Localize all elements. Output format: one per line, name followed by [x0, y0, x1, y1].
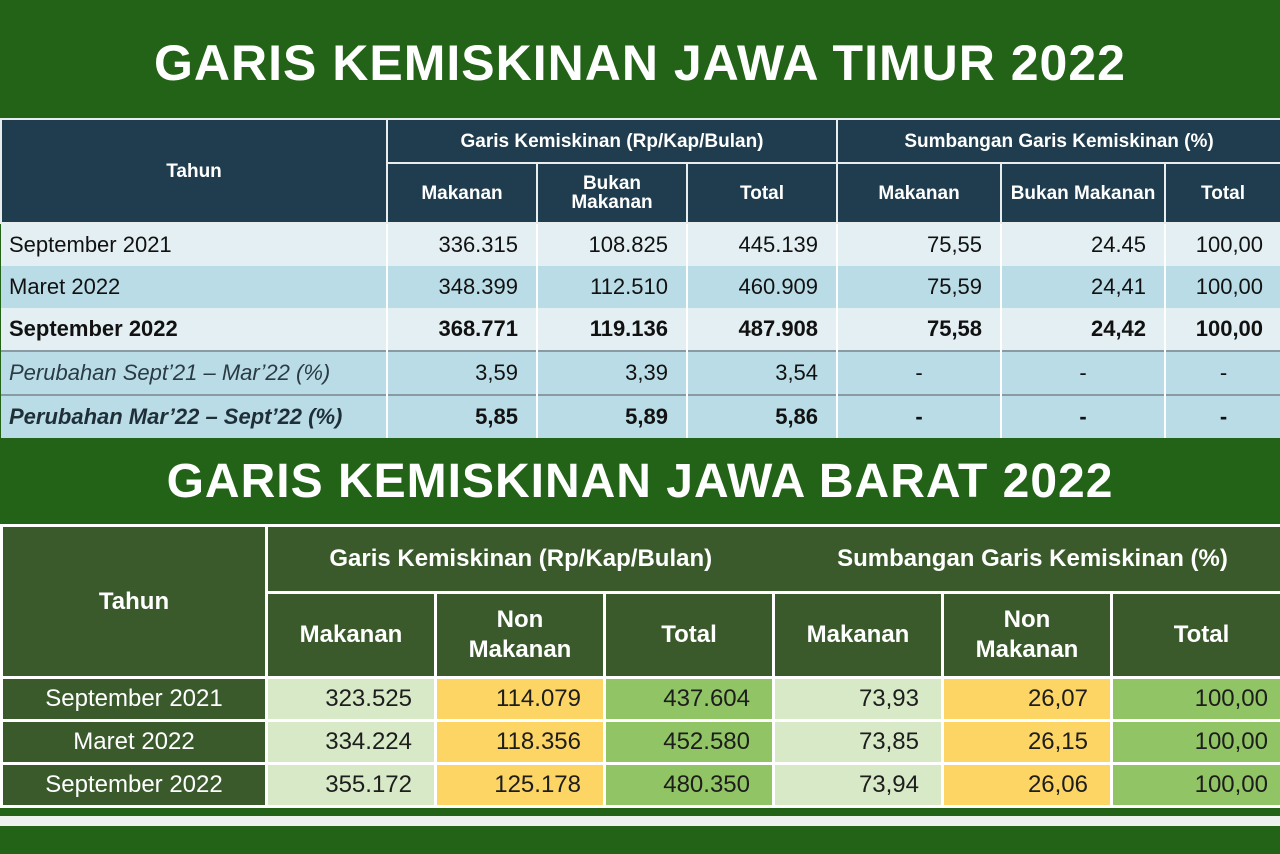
cell: 480.350 — [603, 762, 775, 808]
header-makanan: Makanan — [265, 591, 437, 679]
header-sumbangan-garis-kemiskinan: Sumbangan Garis Kemiskinan (%) — [773, 524, 1280, 594]
row-label: September 2021 — [1, 223, 387, 266]
header-non-makanan: Non Makanan — [434, 591, 606, 679]
title-jawa-timur: GARIS KEMISKINAN JAWA TIMUR 2022 — [154, 35, 1126, 91]
table-row: September 2022 368.771 119.136 487.908 7… — [1, 308, 1280, 351]
header-non-makanan-line2: Makanan — [468, 636, 572, 663]
header-row: Tahun Garis Kemiskinan (Rp/Kap/Bulan) Su… — [0, 118, 1280, 224]
header-row: Tahun Garis Kemiskinan (Rp/Kap/Bulan) Su… — [0, 524, 1280, 679]
header-makanan: Makanan — [386, 162, 538, 224]
header-makanan-pct: Makanan — [772, 591, 944, 679]
table-row: Perubahan Mar’22 – Sept’22 (%) 5,85 5,89… — [1, 394, 1280, 438]
subheader-row: Makanan Non Makanan Total Makanan Non Maka… — [2, 591, 1280, 679]
header-garis-kemiskinan: Garis Kemiskinan (Rp/Kap/Bulan) — [385, 118, 839, 164]
row-label: Perubahan Sept’21 – Mar’22 (%) — [1, 350, 387, 395]
table-jawa-barat: Tahun Garis Kemiskinan (Rp/Kap/Bulan) Su… — [0, 524, 1280, 808]
cell: - — [1164, 350, 1280, 395]
cell: 348.399 — [386, 266, 537, 308]
cell: 125.178 — [434, 762, 606, 808]
row-label: Maret 2022 — [0, 719, 268, 765]
cell: 5,89 — [536, 394, 687, 438]
header-non-makanan-pct-line1: Non — [1003, 606, 1051, 633]
table-row: September 2021 323.525 114.079 437.604 7… — [0, 676, 1280, 722]
table-jawa-timur: Tahun Garis Kemiskinan (Rp/Kap/Bulan) Su… — [0, 118, 1280, 438]
cell: 5,86 — [685, 394, 838, 438]
cell: - — [1000, 350, 1166, 395]
cell: 75,58 — [836, 308, 1002, 351]
header-tahun: Tahun — [0, 524, 268, 679]
subheader-row: Makanan Bukan Makanan Total Makanan Bukan… — [1, 162, 1280, 224]
title-jawa-barat: GARIS KEMISKINAN JAWA BARAT 2022 — [166, 455, 1114, 508]
footer-divider — [0, 816, 1280, 826]
cell: 73,85 — [772, 719, 944, 765]
table-row: Perubahan Sept’21 – Mar’22 (%) 3,59 3,39… — [1, 350, 1280, 395]
cell: 336.315 — [386, 223, 537, 266]
header-total: Total — [685, 162, 839, 224]
cell: 26,07 — [941, 676, 1113, 722]
cell: 5,85 — [386, 394, 537, 438]
header-tahun: Tahun — [0, 118, 388, 224]
header-bukan-makanan-line1: Bukan — [582, 173, 642, 194]
header-bukan-makanan: Bukan Makanan — [536, 162, 688, 224]
cell: 334.224 — [265, 719, 437, 765]
table-row: Maret 2022 334.224 118.356 452.580 73,85… — [0, 719, 1280, 765]
header-non-makanan-line1: Non — [496, 606, 544, 633]
header-non-makanan-pct-line2: Makanan — [975, 636, 1079, 663]
header-bukan-makanan-line2: Makanan — [571, 192, 653, 213]
header-total-pct: Total — [1164, 162, 1280, 224]
row-label: September 2021 — [0, 676, 268, 722]
cell: 75,55 — [836, 223, 1002, 266]
cell: 73,93 — [772, 676, 944, 722]
cell: 3,59 — [386, 350, 537, 395]
table-row: Maret 2022 348.399 112.510 460.909 75,59… — [1, 266, 1280, 308]
cell: 3,39 — [536, 350, 687, 395]
cell: 100,00 — [1164, 266, 1280, 308]
cell: 73,94 — [772, 762, 944, 808]
cell: - — [1164, 394, 1280, 438]
cell: 437.604 — [603, 676, 775, 722]
cell: 108.825 — [536, 223, 687, 266]
header-makanan-pct: Makanan — [836, 162, 1003, 224]
header-bukan-makanan-pct: Bukan Makanan — [1000, 162, 1167, 224]
cell: - — [836, 350, 1002, 395]
cell: 26,06 — [941, 762, 1113, 808]
cell: 368.771 — [386, 308, 537, 351]
cell: 100,00 — [1110, 676, 1280, 722]
cell: - — [836, 394, 1002, 438]
cell: 119.136 — [536, 308, 687, 351]
cell: 112.510 — [536, 266, 687, 308]
header-total: Total — [603, 591, 775, 679]
cell: 323.525 — [265, 676, 437, 722]
cell: - — [1000, 394, 1166, 438]
cell: 24,41 — [1000, 266, 1166, 308]
header-sumbangan-garis-kemiskinan: Sumbangan Garis Kemiskinan (%) — [836, 118, 1280, 164]
cell: 452.580 — [603, 719, 775, 765]
cell: 114.079 — [434, 676, 606, 722]
cell: 445.139 — [685, 223, 838, 266]
header-total-pct: Total — [1110, 591, 1280, 679]
cell: 24.45 — [1000, 223, 1166, 266]
row-label: September 2022 — [1, 308, 387, 351]
cell: 26,15 — [941, 719, 1113, 765]
cell: 3,54 — [685, 350, 838, 395]
cell: 118.356 — [434, 719, 606, 765]
cell: 355.172 — [265, 762, 437, 808]
cell: 24,42 — [1000, 308, 1166, 351]
cell: 460.909 — [685, 266, 838, 308]
cell: 75,59 — [836, 266, 1002, 308]
cell: 100,00 — [1110, 719, 1280, 765]
header-non-makanan-pct: Non Makanan — [941, 591, 1113, 679]
cell: 100,00 — [1164, 223, 1280, 266]
cell: 100,00 — [1110, 762, 1280, 808]
table-row: September 2021 336.315 108.825 445.139 7… — [1, 223, 1280, 266]
row-label: Maret 2022 — [1, 266, 387, 308]
table-row: September 2022 355.172 125.178 480.350 7… — [0, 762, 1280, 808]
row-label: Perubahan Mar’22 – Sept’22 (%) — [1, 394, 387, 438]
cell: 487.908 — [685, 308, 838, 351]
header-garis-kemiskinan: Garis Kemiskinan (Rp/Kap/Bulan) — [266, 524, 774, 594]
cell: 100,00 — [1164, 308, 1280, 351]
row-label: September 2022 — [0, 762, 268, 808]
